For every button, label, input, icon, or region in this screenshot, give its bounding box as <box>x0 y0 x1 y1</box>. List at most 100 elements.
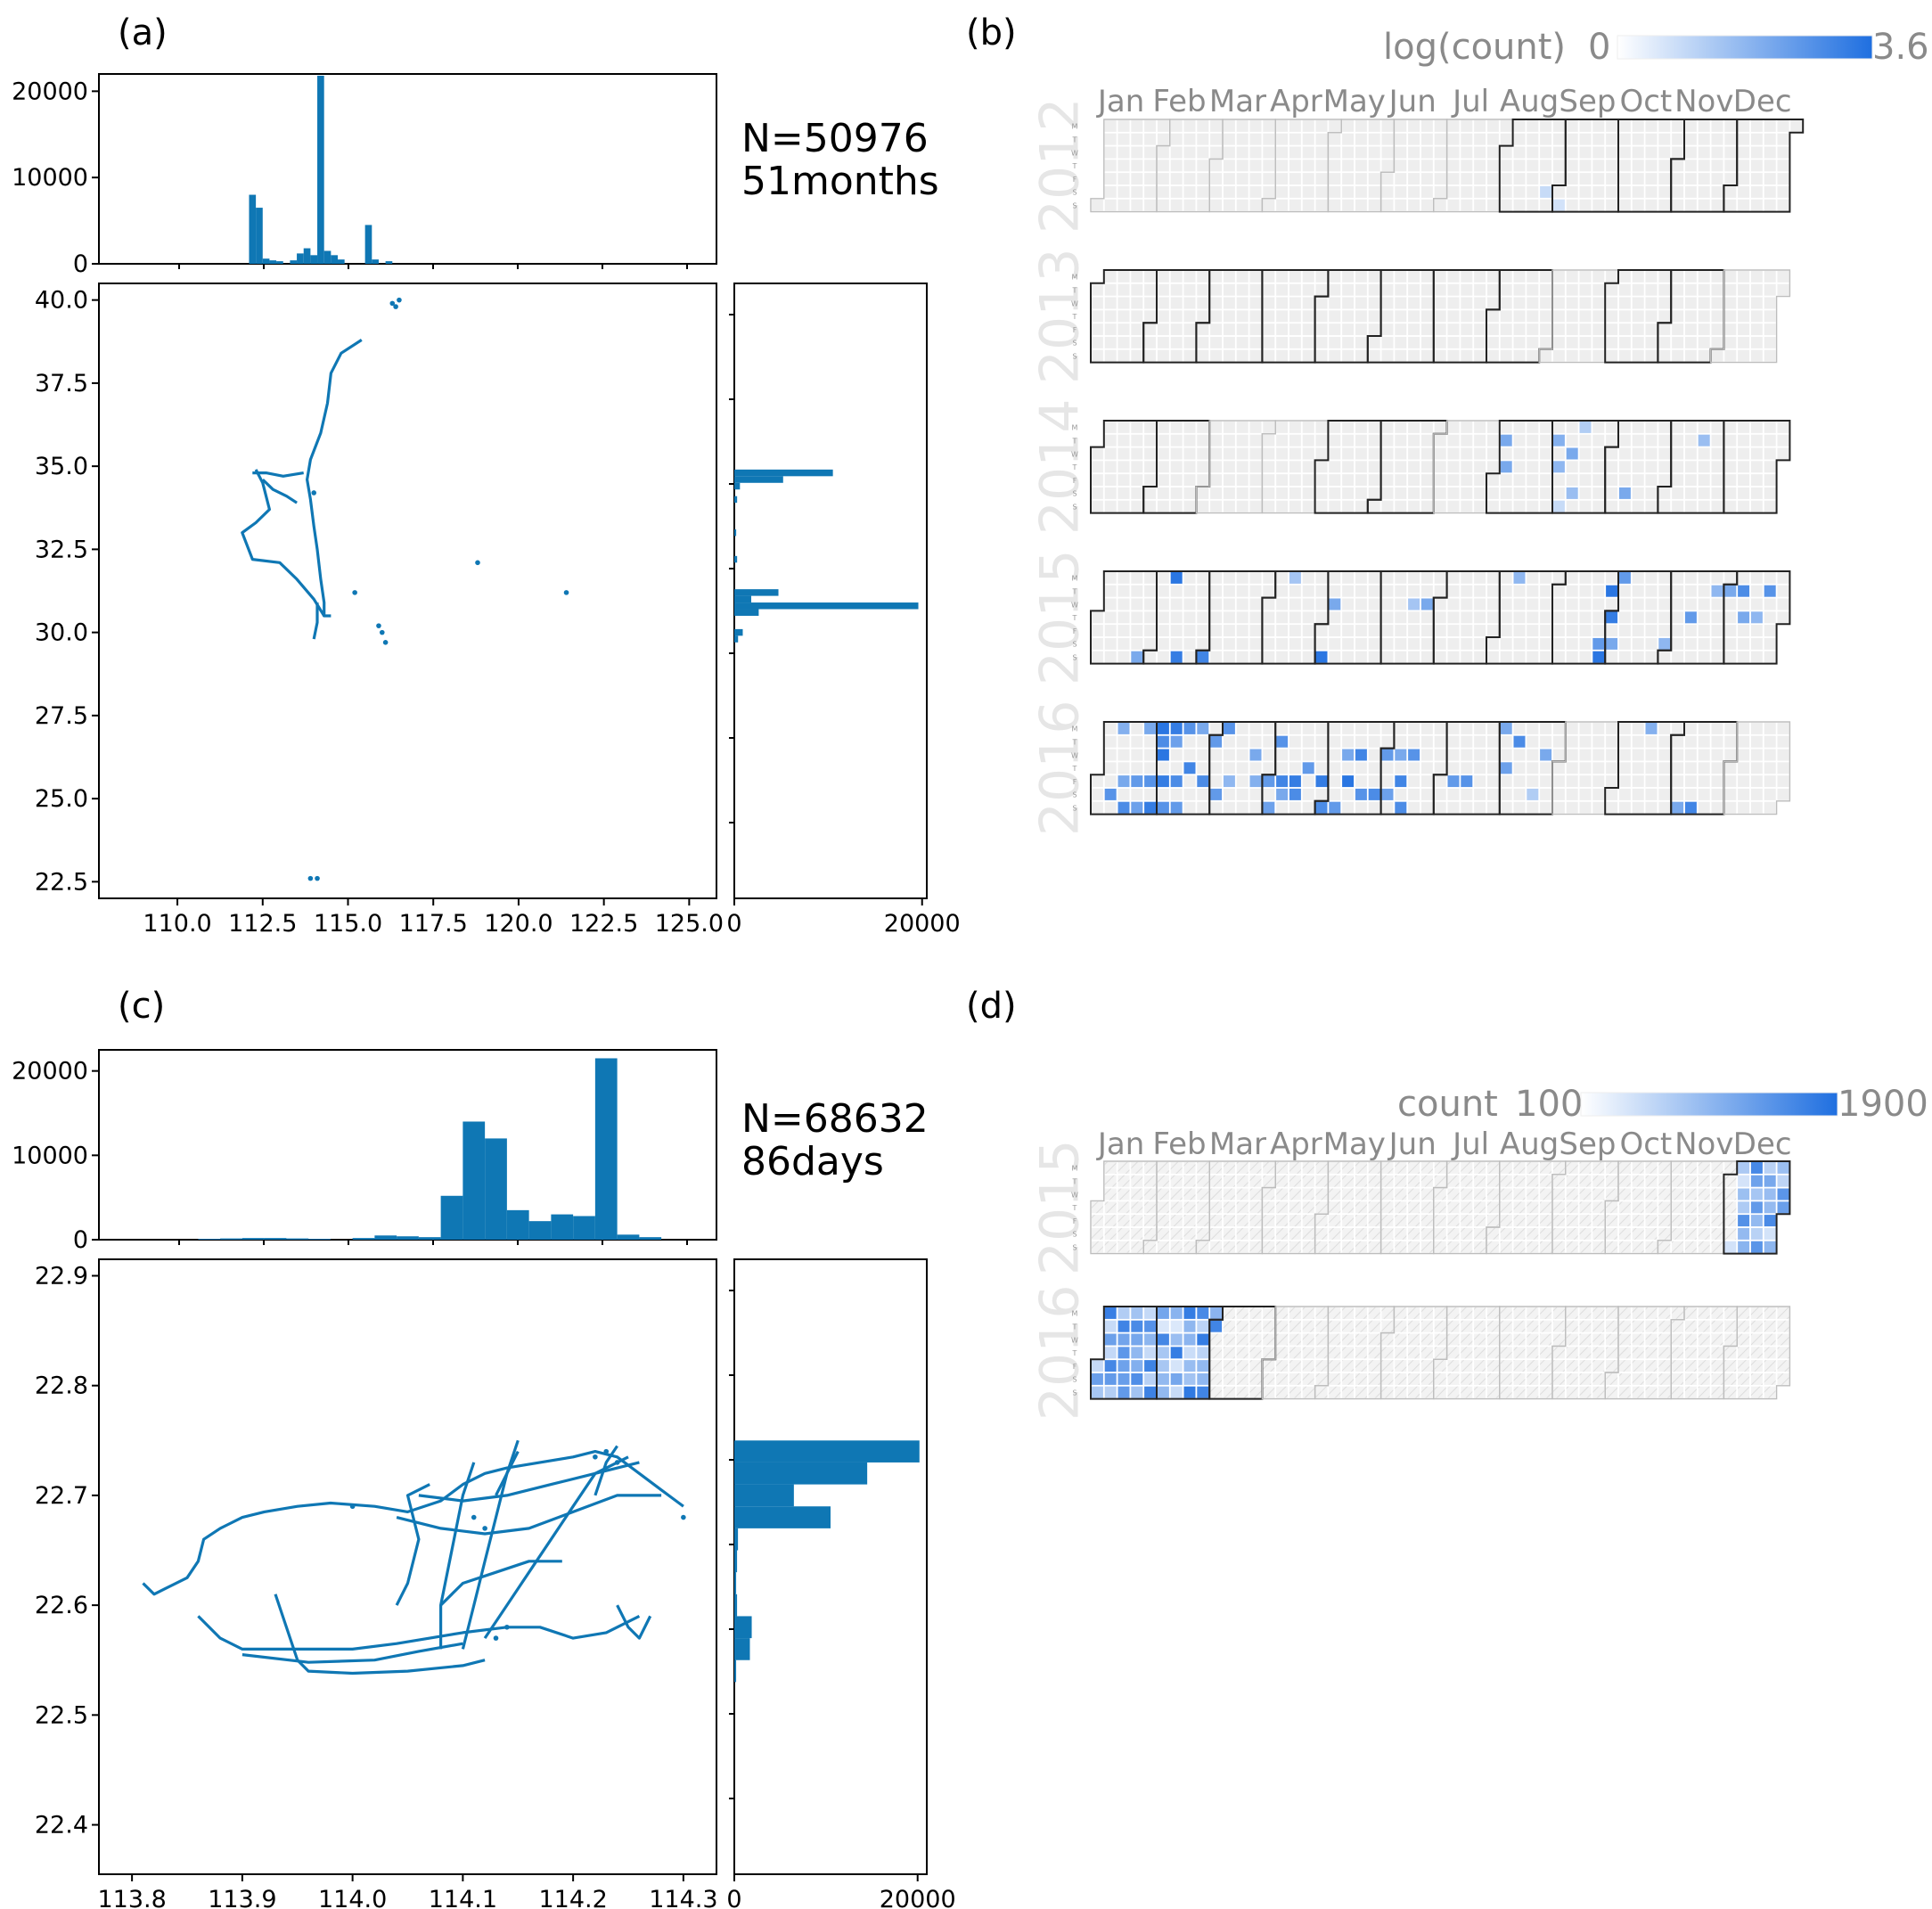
b-day-cell <box>1117 651 1131 664</box>
b-day-cell <box>1434 270 1447 283</box>
b-day-cell <box>1420 421 1434 434</box>
b-day-cell <box>1526 349 1539 363</box>
d-day-cell <box>1262 1346 1275 1359</box>
b-day-cell <box>1091 610 1104 624</box>
b-day-cell <box>1328 487 1341 500</box>
d-day-cell <box>1737 1346 1750 1359</box>
b-day-cell <box>1196 199 1209 212</box>
b-day-cell <box>1592 637 1605 651</box>
b-day-cell <box>1196 735 1209 749</box>
b-day-cell <box>1262 460 1275 473</box>
d-day-cell <box>1552 1320 1566 1333</box>
b-day-cell <box>1368 637 1381 651</box>
d-day-cell <box>1130 1320 1143 1333</box>
b-day-cell <box>1183 133 1197 146</box>
b-day-cell <box>1236 421 1249 434</box>
b-day-cell <box>1566 119 1579 133</box>
d-day-cell <box>1380 1386 1395 1399</box>
b-day-cell <box>1473 145 1486 160</box>
d-day-cell <box>1420 1187 1434 1201</box>
a-ytick-label: 35.0 <box>35 453 88 480</box>
d-day-cell <box>1380 1372 1395 1386</box>
b-day-cell <box>1671 447 1684 461</box>
b-day-cell <box>1658 349 1671 363</box>
b-day-cell <box>1143 774 1157 788</box>
d-day-cell <box>1698 1332 1711 1347</box>
d-day-cell <box>1539 1175 1552 1188</box>
b-day-cell <box>1486 145 1500 160</box>
d-day-cell <box>1486 1187 1500 1201</box>
a-point <box>397 297 402 303</box>
d-day-cell <box>1104 1359 1117 1372</box>
b-day-cell <box>1737 296 1750 310</box>
d-day-cell <box>1566 1187 1579 1201</box>
b-day-cell <box>1446 270 1461 283</box>
a-top-hist-bar <box>310 255 318 264</box>
b-day-cell <box>1658 296 1671 310</box>
d-day-cell <box>1248 1320 1263 1333</box>
d-day-cell <box>1486 1332 1500 1347</box>
d-day-cell <box>1130 1332 1143 1347</box>
b-day-cell <box>1698 159 1711 172</box>
d-day-cell <box>1710 1214 1724 1227</box>
a-point <box>311 490 317 496</box>
b-day-cell <box>1446 473 1461 487</box>
b-day-cell <box>1710 145 1724 160</box>
b-month-outline <box>1709 269 1791 364</box>
b-day-cell <box>1104 460 1117 473</box>
b-day-cell <box>1117 597 1131 611</box>
b-day-cell <box>1275 735 1289 749</box>
d-day-cell <box>1355 1175 1368 1188</box>
a-top-hist-bar <box>276 261 283 264</box>
b-month-label: Aug <box>1500 84 1559 119</box>
b-day-cell <box>1473 735 1486 749</box>
b-day-cell <box>1764 571 1777 585</box>
b-day-cell <box>1473 473 1486 487</box>
d-day-cell <box>1671 1346 1684 1359</box>
d-day-cell <box>1552 1227 1566 1241</box>
d-day-cell <box>1632 1359 1645 1372</box>
b-day-cell <box>1618 788 1632 801</box>
b-day-cell <box>1434 774 1447 788</box>
b-day-cell <box>1500 473 1513 487</box>
b-day-cell <box>1526 323 1539 336</box>
d-day-cell <box>1183 1161 1197 1175</box>
b-day-cell <box>1209 585 1223 598</box>
b-day-cell <box>1473 774 1486 788</box>
b-day-cell <box>1512 460 1527 473</box>
b-day-cell <box>1262 571 1275 585</box>
b-day-cell <box>1275 460 1289 473</box>
b-day-cell <box>1605 119 1618 133</box>
b-day-cell <box>1223 172 1236 185</box>
b-day-cell <box>1289 788 1302 801</box>
b-day-cell <box>1183 199 1197 212</box>
b-day-cell <box>1764 774 1777 788</box>
b-day-cell <box>1460 788 1473 801</box>
d-day-cell <box>1368 1386 1381 1399</box>
b-day-cell <box>1183 571 1197 585</box>
d-day-cell <box>1420 1359 1434 1372</box>
b-day-cell <box>1698 571 1711 585</box>
b-day-cell <box>1764 447 1777 461</box>
b-day-cell <box>1723 199 1737 212</box>
b-day-cell <box>1209 421 1223 434</box>
b-day-cell <box>1368 774 1381 788</box>
b-day-cell <box>1262 145 1275 160</box>
d-day-cell <box>1420 1372 1434 1386</box>
b-day-cell <box>1434 145 1447 160</box>
d-day-cell <box>1698 1161 1711 1175</box>
d-day-cell <box>1526 1332 1539 1347</box>
b-day-cell <box>1500 761 1513 774</box>
b-day-cell <box>1236 119 1249 133</box>
b-day-cell <box>1341 119 1355 133</box>
d-day-cell <box>1566 1386 1579 1399</box>
b-day-cell <box>1671 801 1684 815</box>
b-day-cell <box>1420 172 1434 185</box>
b-day-cell <box>1104 774 1117 788</box>
d-day-cell <box>1644 1175 1658 1188</box>
b-day-cell <box>1170 788 1183 801</box>
b-day-cell <box>1710 460 1724 473</box>
d-day-cell <box>1157 1386 1170 1399</box>
b-day-cell <box>1183 637 1197 651</box>
b-day-cell <box>1355 270 1368 283</box>
